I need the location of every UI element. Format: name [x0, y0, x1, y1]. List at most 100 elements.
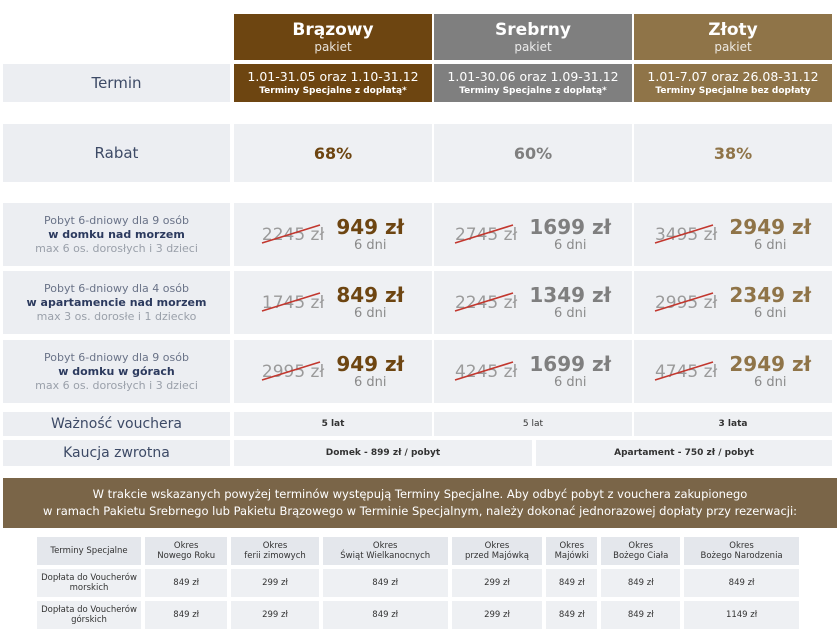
table-row: Dopłata do Voucherów górskich 849 zł 299 … [37, 601, 799, 629]
days-count: 6 dni [753, 375, 787, 390]
cell: 849 zł [145, 569, 228, 597]
strikethrough-icon [261, 223, 321, 244]
strikethrough-icon [654, 291, 714, 312]
new-price: 2949 zł [729, 215, 812, 239]
cell: 849 zł [546, 601, 598, 629]
term-gold: 1.01-7.07 oraz 26.08-31.12 Terminy Specj… [634, 64, 832, 102]
discount-label: Rabat [3, 124, 230, 182]
special-terms-note: W trakcie wskazanych powyżej terminów wy… [3, 478, 837, 528]
stay-line-1: Pobyt 6-dniowy dla 9 osób [44, 350, 189, 364]
term-silver: 1.01-30.06 oraz 1.09-31.12 Terminy Specj… [434, 64, 632, 102]
days-count: 6 dni [553, 238, 587, 253]
cell: 849 zł [322, 601, 448, 629]
cell: 849 zł [601, 601, 681, 629]
deposit-label: Kaucja zwrotna [3, 440, 230, 466]
period-1: Okres ferii zimowych [231, 537, 319, 565]
special-terms-header-row: Terminy Specjalne Okres Nowego Roku Okres… [37, 537, 799, 565]
validity-bronze: 5 lat [234, 412, 432, 436]
strikethrough-icon [454, 360, 514, 381]
price-cell-silver: 2245 zł 1349 zł 6 dni [434, 271, 632, 334]
term-dates-silver: 1.01-30.06 oraz 1.09-31.12 [447, 69, 619, 84]
strikethrough-icon [261, 360, 321, 381]
stay-line-1: Pobyt 6-dniowy dla 9 osób [44, 213, 189, 227]
discount-silver: 60% [434, 124, 632, 182]
days-count: 6 dni [553, 375, 587, 390]
package-sub-bronze: pakiet [314, 40, 352, 54]
period-4: Okres Majówki [546, 537, 598, 565]
cell: 849 zł [601, 569, 681, 597]
days-count: 6 dni [353, 306, 387, 321]
period-2: Okres Świąt Wielkanocnych [322, 537, 448, 565]
validity-label: Ważność vouchera [3, 412, 230, 436]
header-gold: Złoty pakiet [634, 14, 832, 60]
stay-line-2: w domku nad morzem [48, 227, 185, 241]
strikethrough-icon [454, 291, 514, 312]
old-price: 4245 zł [454, 360, 517, 382]
period-3: Okres przed Majówką [451, 537, 543, 565]
row-label-sea: Dopłata do Voucherów morskich [37, 569, 141, 597]
validity-silver: 5 lat [434, 412, 632, 436]
term-dates-gold: 1.01-7.07 oraz 26.08-31.12 [647, 69, 819, 84]
new-price-group: 1699 zł 6 dni [529, 216, 611, 253]
stay-line-3: max 6 os. dorosłych i 3 dzieci [35, 241, 198, 255]
price-cell-gold: 2995 zł 2349 zł 6 dni [634, 271, 832, 334]
package-name-bronze: Brązowy [292, 20, 374, 40]
new-price: 949 zł [336, 352, 405, 376]
stay-line-1: Pobyt 6-dniowy dla 4 osób [44, 281, 189, 295]
package-sub-silver: pakiet [514, 40, 552, 54]
package-name-gold: Złoty [708, 20, 758, 40]
period-5: Okres Bożego Ciała [601, 537, 681, 565]
days-count: 6 dni [353, 238, 387, 253]
term-bronze: 1.01-31.05 oraz 1.10-31.12 Terminy Specj… [234, 64, 432, 102]
cell: 1149 zł [684, 601, 799, 629]
new-price-group: 1349 zł 6 dni [529, 284, 611, 321]
new-price: 849 zł [336, 283, 405, 307]
strikethrough-icon [261, 291, 321, 312]
new-price-group: 949 zł 6 dni [336, 216, 404, 253]
stay-line-3: max 6 os. dorosłych i 3 dzieci [35, 378, 198, 392]
package-sub-gold: pakiet [714, 40, 752, 54]
price-cell-silver: 4245 zł 1699 zł 6 dni [434, 340, 632, 403]
row-label-mountain: Dopłata do Voucherów górskich [37, 601, 141, 629]
days-count: 6 dni [753, 238, 787, 253]
package-name-silver: Srebrny [495, 20, 571, 40]
new-price: 1349 zł [529, 283, 612, 307]
old-price: 2245 zł [261, 223, 324, 245]
stay-line-3: max 3 os. dorosłe i 1 dziecko [36, 309, 197, 323]
days-count: 6 dni [553, 306, 587, 321]
deposit-apartment: Apartament - 750 zł / pobyt [536, 440, 832, 466]
special-terms-head: Terminy Specjalne [37, 537, 141, 565]
price-cell-bronze: 1745 zł 849 zł 6 dni [234, 271, 432, 334]
old-price: 3495 zł [654, 223, 717, 245]
new-price: 1699 zł [529, 215, 612, 239]
special-terms-table: Terminy Specjalne Okres Nowego Roku Okres… [33, 533, 803, 633]
term-dates-bronze: 1.01-31.05 oraz 1.10-31.12 [247, 69, 419, 84]
new-price-group: 2949 zł 6 dni [729, 353, 811, 390]
new-price: 2949 zł [729, 352, 812, 376]
price-cell-gold: 4745 zł 2949 zł 6 dni [634, 340, 832, 403]
term-label: Termin [3, 64, 230, 102]
old-price: 2995 zł [261, 360, 324, 382]
old-price: 2245 zł [454, 291, 517, 313]
stay-line-2: w apartamencie nad morzem [26, 295, 207, 309]
header-bronze: Brązowy pakiet [234, 14, 432, 60]
new-price-group: 2349 zł 6 dni [729, 284, 811, 321]
new-price: 949 zł [336, 215, 405, 239]
term-note-silver: Terminy Specjalne z dopłatą* [459, 86, 607, 96]
strikethrough-icon [654, 223, 714, 244]
new-price: 1699 zł [529, 352, 612, 376]
table-row: Dopłata do Voucherów morskich 849 zł 299 … [37, 569, 799, 597]
new-price: 2349 zł [729, 283, 812, 307]
cell: 849 zł [546, 569, 598, 597]
old-price: 2745 zł [454, 223, 517, 245]
cell: 849 zł [684, 569, 799, 597]
term-note-gold: Terminy Specjalne bez dopłaty [655, 86, 811, 96]
header-silver: Srebrny pakiet [434, 14, 632, 60]
old-price: 2995 zł [654, 291, 717, 313]
days-count: 6 dni [753, 306, 787, 321]
cell: 299 zł [451, 601, 543, 629]
note-line-2: w ramach Pakietu Srebrnego lub Pakietu B… [42, 504, 798, 518]
cell: 849 zł [322, 569, 448, 597]
stay-label-1: Pobyt 6-dniowy dla 4 osób w apartamencie … [3, 271, 230, 334]
new-price-group: 1699 zł 6 dni [529, 353, 611, 390]
